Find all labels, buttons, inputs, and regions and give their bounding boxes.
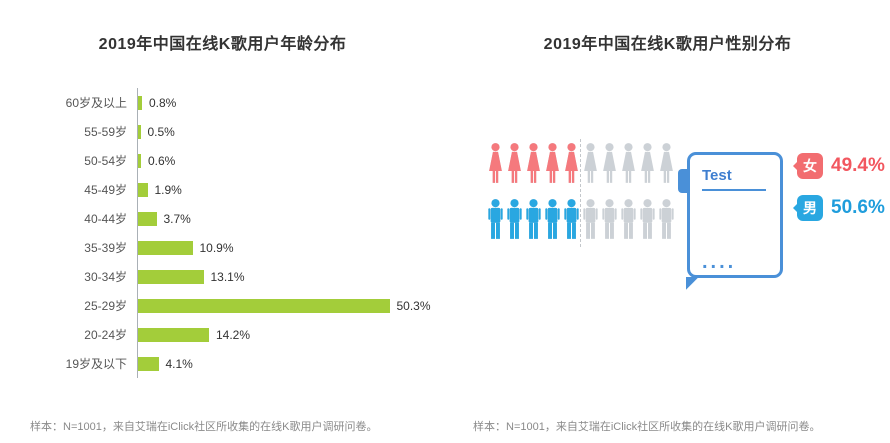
gender-chart-footnote: 样本：N=1001，来自艾瑞在iClick社区所收集的在线K歌用户调研问卷。 [473, 421, 821, 433]
bar-row: 50-54岁 0.6% [32, 146, 439, 175]
female-legend-row: 女 49.4% [793, 153, 885, 179]
bar-row: 40-44岁 3.7% [32, 204, 439, 233]
bar-category-label: 40-44岁 [84, 212, 127, 226]
bar-category-label: 50-54岁 [84, 154, 127, 168]
bar-value-label: 4.1% [165, 356, 193, 371]
bar-row: 25-29岁 50.3% [32, 291, 439, 320]
male-icon [658, 198, 675, 244]
female-icon [487, 142, 504, 188]
female-percentage: 49.4% [831, 155, 885, 176]
female-icon [582, 142, 599, 188]
bar-track: 3.7% [137, 204, 439, 233]
bar [138, 298, 390, 313]
pictogram-divider [580, 139, 581, 247]
bar-value-label: 0.6% [148, 153, 176, 168]
age-bar-chart: 60岁及以上 0.8% 55-59岁 0.5% 50-54岁 0.6% 45-49岁 1.9%… [32, 88, 439, 378]
female-icon [563, 142, 580, 188]
female-icon [658, 142, 675, 188]
gender-chart-title: 2019年中国在线K歌用户性别分布 [543, 36, 792, 53]
bar-track: 14.2% [137, 320, 439, 349]
bar-track: 0.6% [137, 146, 439, 175]
bar-category-label: 30-34岁 [84, 270, 127, 284]
bar [138, 153, 141, 168]
bar-row: 55-59岁 0.5% [32, 117, 439, 146]
female-icon [620, 142, 637, 188]
bar-track: 0.5% [137, 117, 439, 146]
female-icon [639, 142, 656, 188]
clipboard-icon: Test .... [678, 152, 783, 278]
bar-row: 20-24岁 14.2% [32, 320, 439, 349]
male-icon-row [487, 198, 679, 244]
male-icon [601, 198, 618, 244]
male-icon [525, 198, 542, 244]
male-icon [487, 198, 504, 244]
bar-row: 45-49岁 1.9% [32, 175, 439, 204]
gender-legend: 女 49.4% 男 50.6% [793, 153, 885, 237]
male-legend-row: 男 50.6% [793, 195, 885, 221]
male-icon [639, 198, 656, 244]
bar [138, 182, 148, 197]
bar-track: 50.3% [137, 291, 439, 320]
bar [138, 211, 157, 226]
bar-value-label: 14.2% [216, 327, 251, 342]
bar-track: 4.1% [137, 349, 439, 378]
bar-category-label: 55-59岁 [84, 125, 127, 139]
bar-row: 35-39岁 10.9% [32, 233, 439, 262]
bar-value-label: 0.5% [147, 124, 175, 139]
bar-row: 19岁及以下 4.1% [32, 349, 439, 378]
bar-value-label: 13.1% [210, 269, 245, 284]
bar-category-label: 20-24岁 [84, 328, 127, 342]
bar [138, 95, 142, 110]
gender-distribution-panel: 2019年中国在线K歌用户性别分布 Test .... 女 49.4% 男 50… [445, 0, 890, 443]
male-badge: 男 [793, 195, 823, 221]
clipboard-test-label: Test [702, 167, 766, 191]
bar [138, 269, 204, 284]
bar-row: 60岁及以上 0.8% [32, 88, 439, 117]
bar-track: 1.9% [137, 175, 439, 204]
gender-pictogram [487, 139, 679, 254]
bar-value-label: 10.9% [199, 240, 234, 255]
bar-value-label: 0.8% [149, 95, 177, 110]
bar-track: 13.1% [137, 262, 439, 291]
bar-row: 30-34岁 13.1% [32, 262, 439, 291]
bar-track: 10.9% [137, 233, 439, 262]
bar [138, 327, 209, 342]
bar [138, 124, 141, 139]
male-icon [506, 198, 523, 244]
bar-category-label: 19岁及以下 [65, 357, 127, 371]
bar [138, 356, 159, 371]
bar-value-label: 1.9% [154, 182, 182, 197]
female-icon [544, 142, 561, 188]
female-icon [525, 142, 542, 188]
female-badge: 女 [793, 153, 823, 179]
female-icon [601, 142, 618, 188]
female-icon-row [487, 142, 679, 188]
male-percentage: 50.6% [831, 197, 885, 218]
bar-track: 0.8% [137, 88, 439, 117]
female-icon [506, 142, 523, 188]
bar-category-label: 45-49岁 [84, 183, 127, 197]
male-icon [563, 198, 580, 244]
bar-value-label: 50.3% [396, 298, 431, 313]
male-icon [544, 198, 561, 244]
clipboard-dots-decoration: .... [702, 251, 737, 273]
male-icon [620, 198, 637, 244]
bar-category-label: 35-39岁 [84, 241, 127, 255]
bar-value-label: 3.7% [163, 211, 191, 226]
bar-category-label: 25-29岁 [84, 299, 127, 313]
age-chart-title: 2019年中国在线K歌用户年龄分布 [98, 36, 347, 53]
bar [138, 240, 193, 255]
age-chart-footnote: 样本：N=1001，来自艾瑞在iClick社区所收集的在线K歌用户调研问卷。 [30, 421, 378, 433]
age-distribution-panel: 2019年中国在线K歌用户年龄分布 60岁及以上 0.8% 55-59岁 0.5% 50… [30, 36, 439, 433]
bar-category-label: 60岁及以上 [65, 96, 127, 110]
male-icon [582, 198, 599, 244]
